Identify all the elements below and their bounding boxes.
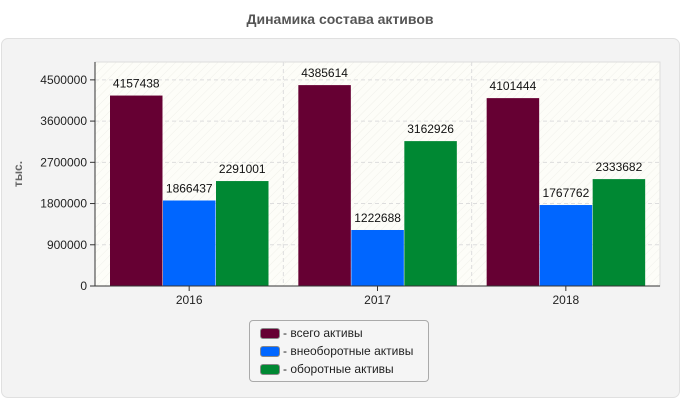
- data-label: 1222688: [354, 211, 401, 225]
- y-tick-label: 4500000: [40, 73, 87, 87]
- legend-swatch: [260, 363, 280, 375]
- legend-item[interactable]: - всего активы: [250, 324, 428, 342]
- data-label: 4385614: [301, 66, 348, 80]
- legend-label: - всего активы: [283, 326, 363, 340]
- bar-2017-2: [404, 141, 457, 286]
- y-tick-label: 3600000: [40, 114, 87, 128]
- data-label: 2291001: [219, 162, 266, 176]
- y-tick-label: 900000: [47, 238, 87, 252]
- legend: - всего активы - внеоборотные активы - обо…: [249, 320, 429, 382]
- y-axis-label: тыс.: [11, 161, 25, 187]
- data-label: 4101444: [490, 79, 537, 93]
- data-label: 3162926: [407, 122, 454, 136]
- x-tick-label: 2018: [552, 293, 579, 307]
- y-tick-label: 2700000: [40, 155, 87, 169]
- y-tick-label: 0: [80, 279, 87, 293]
- data-label: 4157438: [113, 77, 160, 91]
- legend-swatch: [260, 327, 280, 339]
- legend-item[interactable]: - оборотные активы: [250, 360, 428, 378]
- chart-title: Динамика состава активов: [246, 11, 434, 27]
- bar-2016-2: [216, 181, 269, 286]
- bar-2018-0: [486, 98, 540, 286]
- legend-swatch: [260, 345, 280, 357]
- x-tick-label: 2016: [176, 293, 203, 307]
- y-tick-label: 1800000: [40, 197, 87, 211]
- bar-2018-1: [539, 205, 593, 286]
- bar-2017-0: [298, 85, 351, 286]
- data-label: 1767762: [543, 186, 590, 200]
- bar-2016-1: [163, 200, 216, 286]
- data-label: 2333682: [596, 160, 643, 174]
- x-tick-label: 2017: [364, 293, 391, 307]
- data-label: 1866437: [166, 182, 213, 196]
- legend-item[interactable]: - внеоборотные активы: [250, 342, 428, 360]
- bar-2017-1: [351, 229, 404, 286]
- legend-label: - внеоборотные активы: [283, 344, 414, 358]
- legend-label: - оборотные активы: [283, 362, 394, 376]
- bar-2018-2: [592, 179, 646, 286]
- bar-2016-0: [110, 95, 163, 286]
